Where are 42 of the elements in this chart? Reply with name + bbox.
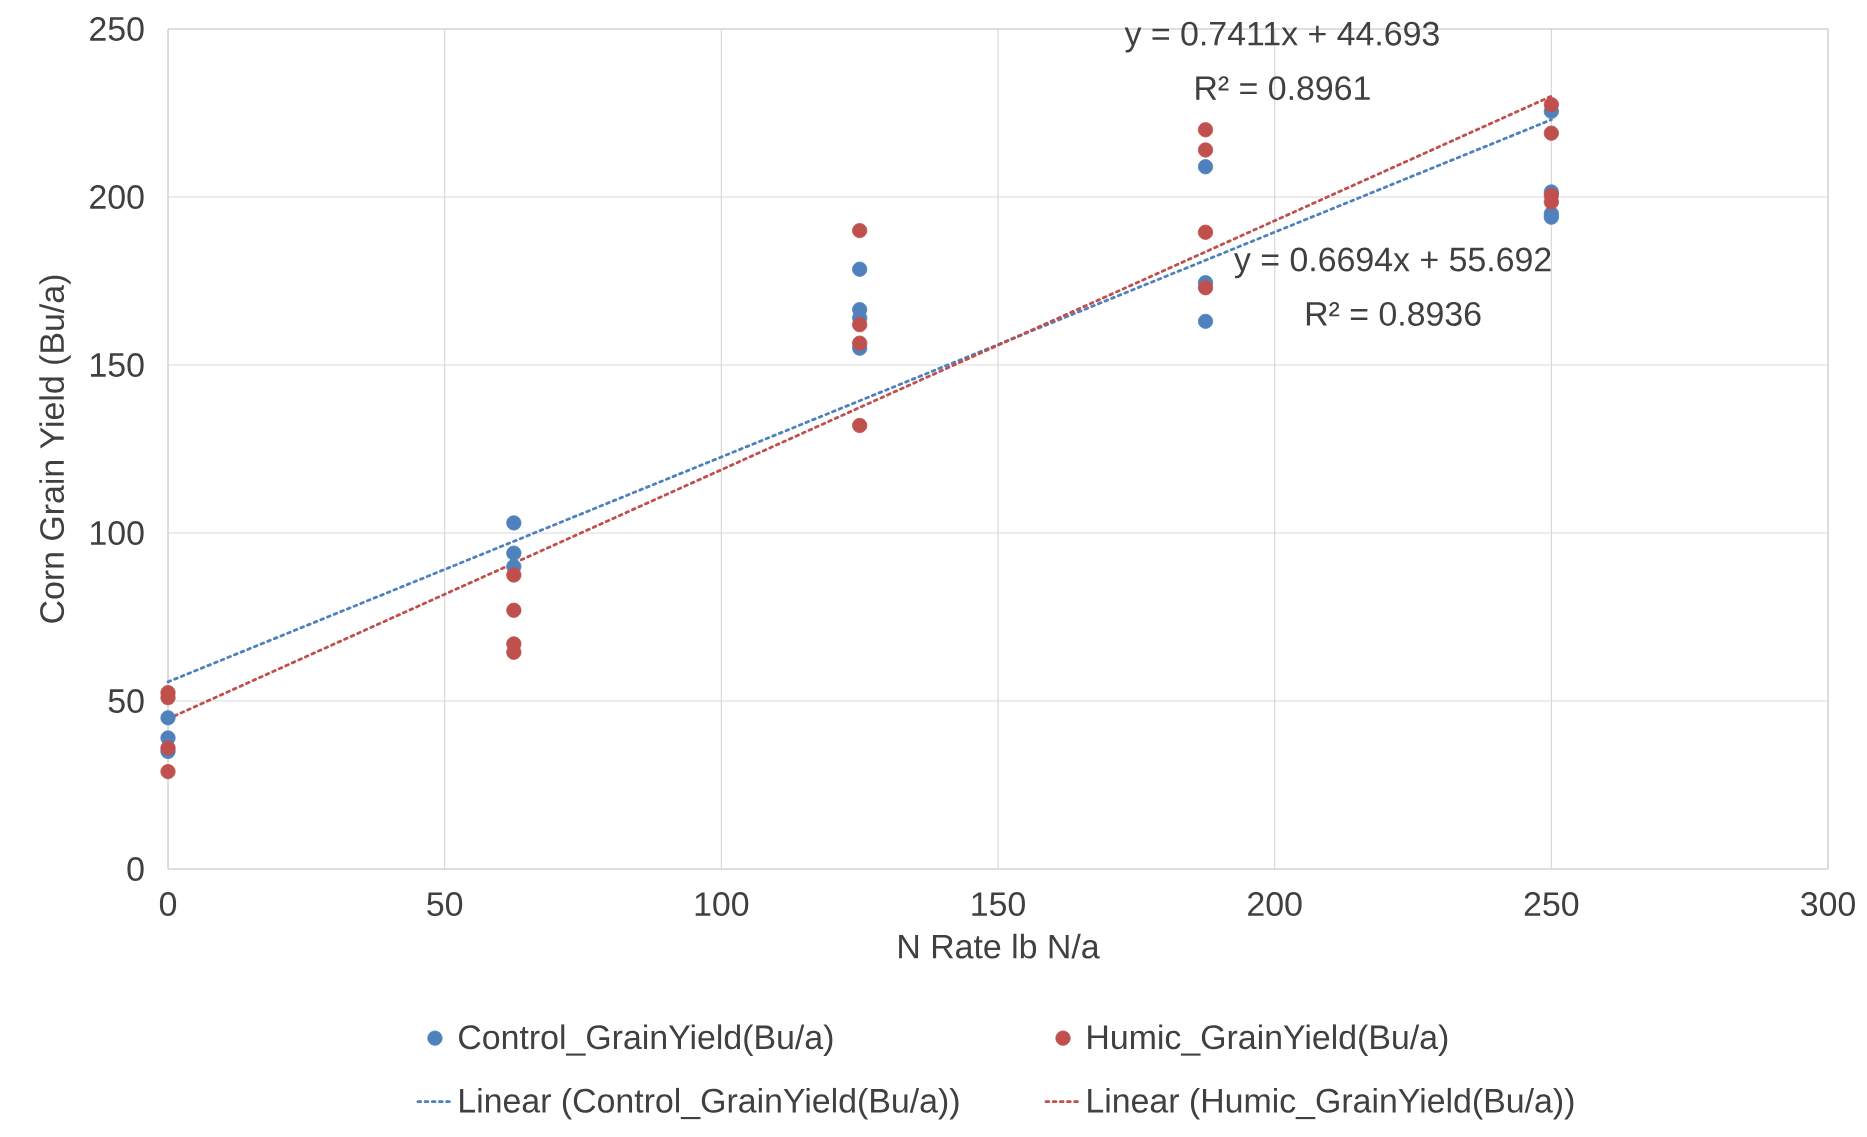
legend-label: Linear (Humic_GrainYield(Bu/a)) xyxy=(1088,1087,1574,1120)
x-tick-label: 300 xyxy=(1801,892,1855,917)
annotation: R² = 0.8936 xyxy=(1306,301,1481,326)
point xyxy=(506,515,522,531)
x-tick-label: 250 xyxy=(1524,892,1579,917)
point xyxy=(852,223,868,239)
x-tick-label: 200 xyxy=(1248,892,1302,917)
point xyxy=(506,567,522,583)
annotation: y = 0.6694x + 55.692 xyxy=(1234,247,1551,279)
y-tick-label: 100 xyxy=(91,521,144,545)
point xyxy=(852,417,868,434)
y-tick-label: 250 xyxy=(90,17,144,41)
point xyxy=(852,261,868,277)
point xyxy=(506,602,522,618)
y-tick-label: 150 xyxy=(91,353,144,377)
y-tick-label: 0 xyxy=(127,857,144,881)
annotation: R² = 0.8961 xyxy=(1196,76,1370,101)
point xyxy=(1197,280,1214,296)
point xyxy=(1197,122,1214,138)
y-tick-label: 200 xyxy=(90,185,144,209)
point xyxy=(852,317,868,333)
legend-label: Linear (Control_GrainYield(Bu/a)) xyxy=(460,1087,959,1120)
point xyxy=(1197,224,1214,240)
x-tick-label: 100 xyxy=(695,892,749,917)
legend-label: Humic_GrainYield(Bu/a) xyxy=(1088,1024,1448,1056)
y-tick-label: 50 xyxy=(108,689,144,713)
point xyxy=(1543,97,1559,113)
point xyxy=(506,545,522,561)
annotation: y = 0.7411x + 44.693 xyxy=(1124,21,1439,53)
legend-label: Control_GrainYield(Bu/a) xyxy=(459,1024,833,1056)
point xyxy=(1197,313,1214,329)
y-axis-title: Corn Grain Yield (Bu/a) xyxy=(39,275,71,623)
point xyxy=(1197,159,1214,175)
x-tick-label: 150 xyxy=(972,892,1025,917)
point xyxy=(160,710,176,726)
x-axis-title: N Rate lb N/a xyxy=(899,933,1100,959)
point xyxy=(160,763,176,780)
point xyxy=(1543,125,1559,141)
x-tick-label: 0 xyxy=(159,892,177,917)
x-tick-label: 50 xyxy=(427,892,463,917)
point xyxy=(1197,142,1214,158)
point xyxy=(852,335,868,351)
